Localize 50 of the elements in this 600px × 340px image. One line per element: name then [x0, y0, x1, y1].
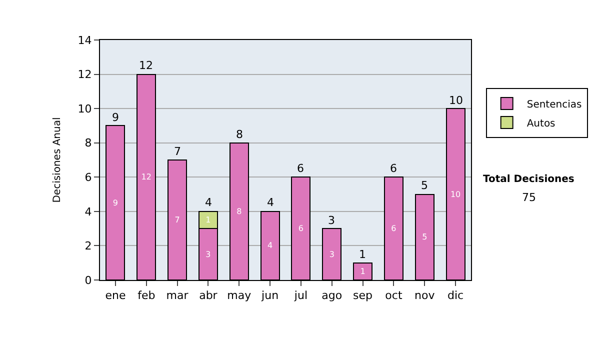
x-tick-label: sep	[353, 289, 373, 302]
x-tick-label: ago	[322, 289, 342, 302]
y-tick-label: 10	[78, 102, 92, 116]
total-label: 6	[297, 162, 304, 175]
x-tick-label: ene	[105, 289, 126, 302]
total-label: 5	[421, 179, 428, 192]
total-label: 12	[139, 59, 153, 72]
data-label: 7	[174, 216, 180, 224]
data-label: 6	[391, 224, 396, 234]
total-label: 7	[174, 145, 181, 158]
total-label: 1	[359, 248, 366, 261]
total-label: 10	[449, 94, 463, 107]
legend-label: Autos	[526, 118, 556, 130]
data-label: 1	[360, 266, 366, 276]
total-label: 8	[236, 128, 243, 141]
data-label: 4	[268, 241, 273, 250]
x-tick-label: feb	[138, 289, 156, 302]
total-label: 4	[267, 196, 274, 209]
y-tick-label: 14	[78, 34, 92, 47]
data-label: 8	[236, 206, 242, 216]
data-label: 1	[206, 216, 211, 224]
y-tick-label: 2	[84, 240, 92, 253]
y-tick-label: 6	[84, 170, 92, 184]
legend-label: Sentencias	[526, 99, 582, 110]
y-axis-title: Decisiones Anual	[52, 117, 63, 203]
total-label: 9	[112, 111, 119, 124]
data-label: 3	[206, 250, 211, 259]
total-label: 4	[205, 196, 212, 209]
y-tick-label: 12	[78, 68, 92, 82]
x-tick-label: dic	[447, 289, 464, 302]
total-label: 6	[390, 162, 397, 175]
data-label: 10	[450, 190, 461, 199]
x-tick-label: jul	[293, 289, 308, 302]
x-tick-label: oct	[385, 289, 403, 302]
y-tick-label: 0	[84, 274, 92, 287]
data-label: 12	[141, 172, 152, 182]
x-tick-label: nov	[414, 289, 436, 302]
x-tick-label: may	[227, 289, 252, 302]
x-tick-label: abr	[199, 289, 218, 302]
y-tick-label: 8	[84, 136, 92, 150]
data-label: 3	[329, 250, 334, 259]
data-label: 5	[422, 232, 428, 242]
y-tick-label: 4	[84, 205, 92, 218]
text: Total Decisiones	[483, 174, 574, 185]
data-label: 6	[298, 224, 304, 234]
data-label: 9	[112, 198, 118, 208]
text: 75	[522, 191, 536, 204]
x-tick-label: mar	[166, 289, 189, 302]
total-label: 3	[328, 214, 335, 227]
x-tick-label: jun	[260, 289, 279, 302]
